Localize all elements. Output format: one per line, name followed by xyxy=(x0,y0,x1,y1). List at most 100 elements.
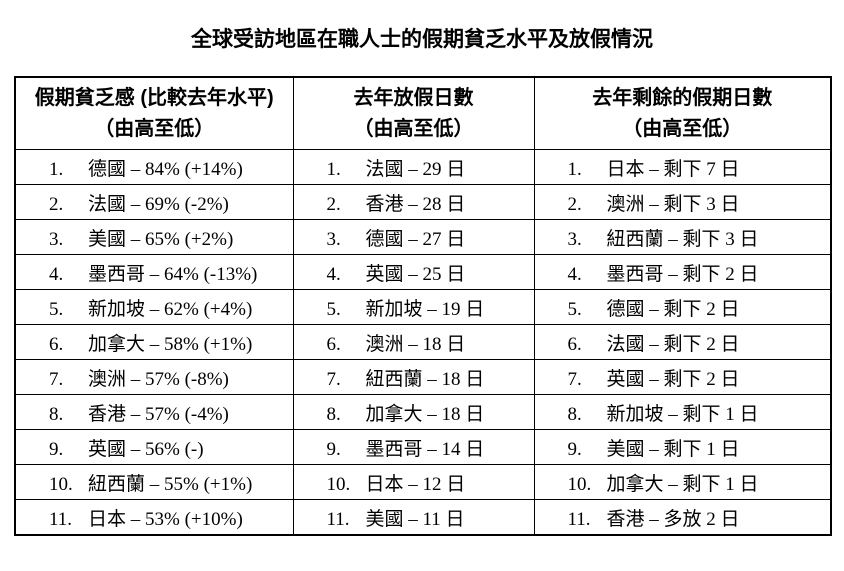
rank-cell: 3. 德國 – 27 日 xyxy=(292,219,535,255)
rank-cell: 2. 法國 – 69% (-2%) xyxy=(14,184,294,220)
rank-text: 日本 – 53% (+10%) xyxy=(88,508,243,530)
rank-text: 香港 – 28 日 xyxy=(365,193,466,215)
rank-number: 2. xyxy=(49,193,64,215)
rank-cell: 7. 紐西蘭 – 18 日 xyxy=(292,359,535,395)
rank-text: 新加坡 – 剩下 1 日 xyxy=(606,403,759,425)
rank-text: 法國 – 69% (-2%) xyxy=(88,193,229,215)
rank-text: 澳洲 – 18 日 xyxy=(365,333,466,355)
table-row: 7. 澳洲 – 57% (-8%) 7. 紐西蘭 – 18 日 7. 英國 – 剩下 2 … xyxy=(14,359,832,395)
rank-number: 11. xyxy=(326,508,350,530)
table-row: 8. 香港 – 57% (-4%) 8. 加拿大 – 18 日 8. 新加坡 – 剩下 1… xyxy=(14,394,832,430)
header-cell-deprivation: 假期貧乏感 (比較去年水平) （由高至低） xyxy=(14,76,294,150)
rank-text: 法國 – 29 日 xyxy=(365,158,466,180)
rank-text: 紐西蘭 – 剩下 3 日 xyxy=(606,228,759,250)
header-title: 假期貧乏感 (比較去年水平) xyxy=(34,86,274,109)
rank-cell: 6. 法國 – 剩下 2 日 xyxy=(533,324,832,360)
rank-number: 9. xyxy=(326,438,341,460)
header-title: 去年放假日數 xyxy=(353,86,474,109)
rank-text: 新加坡 – 19 日 xyxy=(365,298,485,320)
rank-cell: 3. 美國 – 65% (+2%) xyxy=(14,219,294,255)
rank-number: 1. xyxy=(326,158,341,180)
rank-number: 1. xyxy=(49,158,64,180)
rank-cell: 10. 加拿大 – 剩下 1 日 xyxy=(533,464,832,500)
rank-text: 新加坡 – 62% (+4%) xyxy=(88,298,253,320)
rank-number: 10. xyxy=(49,473,73,495)
rank-cell: 9. 英國 – 56% (-) xyxy=(14,429,294,465)
rank-text: 香港 – 57% (-4%) xyxy=(88,403,229,425)
rank-number: 7. xyxy=(326,368,341,390)
rank-cell: 7. 澳洲 – 57% (-8%) xyxy=(14,359,294,395)
rank-cell: 1. 德國 – 84% (+14%) xyxy=(14,149,294,185)
rank-text: 墨西哥 – 64% (-13%) xyxy=(88,263,258,285)
header-subtitle: （由高至低） xyxy=(94,117,215,140)
rank-text: 德國 – 27 日 xyxy=(365,228,466,250)
rank-cell: 11. 香港 – 多放 2 日 xyxy=(533,499,832,536)
rank-number: 9. xyxy=(49,438,64,460)
rank-number: 7. xyxy=(567,368,582,390)
rank-number: 8. xyxy=(567,403,582,425)
rank-text: 日本 – 12 日 xyxy=(365,473,466,495)
rank-text: 墨西哥 – 剩下 2 日 xyxy=(606,263,759,285)
rank-number: 2. xyxy=(326,193,341,215)
rank-cell: 1. 法國 – 29 日 xyxy=(292,149,535,185)
rank-number: 3. xyxy=(567,228,582,250)
rank-number: 5. xyxy=(326,298,341,320)
rank-text: 紐西蘭 – 55% (+1%) xyxy=(88,473,253,495)
rank-text: 美國 – 11 日 xyxy=(365,508,465,530)
rank-number: 5. xyxy=(567,298,582,320)
table-row: 11. 日本 – 53% (+10%) 11. 美國 – 11 日 11. 香港 – 多放… xyxy=(14,499,832,536)
rank-number: 1. xyxy=(567,158,582,180)
rank-text: 香港 – 多放 2 日 xyxy=(606,508,740,530)
rank-text: 加拿大 – 剩下 1 日 xyxy=(606,473,759,495)
rank-cell: 10. 日本 – 12 日 xyxy=(292,464,535,500)
rank-number: 8. xyxy=(326,403,341,425)
header-cell-days-remaining: 去年剩餘的假期日數 （由高至低） xyxy=(533,76,832,150)
rank-text: 美國 – 剩下 1 日 xyxy=(606,438,740,460)
table-header: 假期貧乏感 (比較去年水平) （由高至低） 去年放假日數 （由高至低） 去年剩餘… xyxy=(14,76,832,150)
rank-cell: 8. 香港 – 57% (-4%) xyxy=(14,394,294,430)
rank-text: 墨西哥 – 14 日 xyxy=(365,438,485,460)
rank-text: 加拿大 – 58% (+1%) xyxy=(88,333,253,355)
header-subtitle: （由高至低） xyxy=(622,117,743,140)
rank-cell: 11. 日本 – 53% (+10%) xyxy=(14,499,294,536)
rank-number: 4. xyxy=(326,263,341,285)
rank-cell: 4. 墨西哥 – 64% (-13%) xyxy=(14,254,294,290)
table-row: 2. 法國 – 69% (-2%) 2. 香港 – 28 日 2. 澳洲 – 剩下 3 日 xyxy=(14,184,832,220)
rank-text: 澳洲 – 剩下 3 日 xyxy=(606,193,740,215)
rank-number: 2. xyxy=(567,193,582,215)
rank-number: 7. xyxy=(49,368,64,390)
rank-number: 9. xyxy=(567,438,582,460)
rank-cell: 2. 香港 – 28 日 xyxy=(292,184,535,220)
table-row: 6. 加拿大 – 58% (+1%) 6. 澳洲 – 18 日 6. 法國 – 剩下 2 … xyxy=(14,324,832,360)
rank-text: 英國 – 25 日 xyxy=(365,263,466,285)
rank-cell: 8. 新加坡 – 剩下 1 日 xyxy=(533,394,832,430)
rank-number: 3. xyxy=(326,228,341,250)
rank-cell: 1. 日本 – 剩下 7 日 xyxy=(533,149,832,185)
page-title: 全球受訪地區在職人士的假期貧乏水平及放假情況 xyxy=(191,28,653,51)
rank-number: 4. xyxy=(567,263,582,285)
table-row: 5. 新加坡 – 62% (+4%) 5. 新加坡 – 19 日 5. 德國 – 剩下 2… xyxy=(14,289,832,325)
rank-text: 加拿大 – 18 日 xyxy=(365,403,485,425)
rank-text: 日本 – 剩下 7 日 xyxy=(606,158,740,180)
rank-number: 6. xyxy=(326,333,341,355)
rank-number: 8. xyxy=(49,403,64,425)
rank-number: 10. xyxy=(567,473,592,495)
rank-text: 德國 – 剩下 2 日 xyxy=(606,298,740,320)
rank-cell: 9. 美國 – 剩下 1 日 xyxy=(533,429,832,465)
rank-cell: 9. 墨西哥 – 14 日 xyxy=(292,429,535,465)
rank-number: 11. xyxy=(567,508,591,530)
rank-text: 法國 – 剩下 2 日 xyxy=(606,333,740,355)
rank-text: 德國 – 84% (+14%) xyxy=(88,158,243,180)
rank-text: 紐西蘭 – 18 日 xyxy=(365,368,485,390)
rank-cell: 3. 紐西蘭 – 剩下 3 日 xyxy=(533,219,832,255)
table-row: 1. 德國 – 84% (+14%) 1. 法國 – 29 日 1. 日本 – 剩下 7 … xyxy=(14,149,832,185)
table-row: 3. 美國 – 65% (+2%) 3. 德國 – 27 日 3. 紐西蘭 – 剩下 3 … xyxy=(14,219,832,255)
header-cell-days-taken: 去年放假日數 （由高至低） xyxy=(292,76,535,150)
rank-cell: 5. 德國 – 剩下 2 日 xyxy=(533,289,832,325)
header-title: 去年剩餘的假期日數 xyxy=(592,86,773,109)
rank-number: 10. xyxy=(326,473,351,495)
rank-number: 5. xyxy=(49,298,64,320)
vacation-ranking-table: 假期貧乏感 (比較去年水平) （由高至低） 去年放假日數 （由高至低） 去年剩餘… xyxy=(14,76,832,536)
rank-cell: 11. 美國 – 11 日 xyxy=(292,499,535,536)
rank-number: 6. xyxy=(49,333,64,355)
